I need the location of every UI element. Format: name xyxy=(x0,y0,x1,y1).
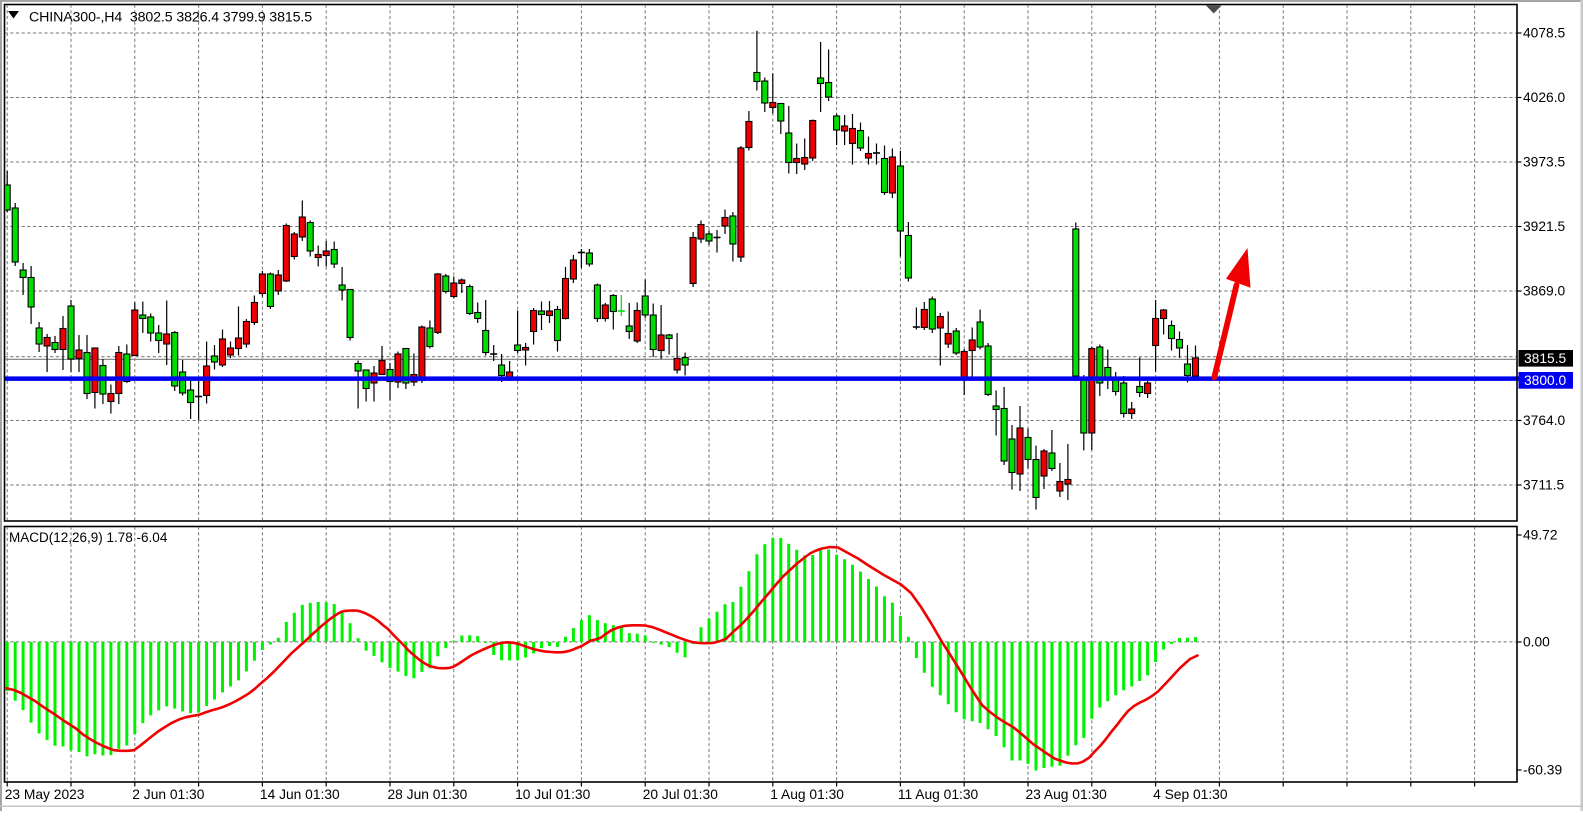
svg-text:14 Jun 01:30: 14 Jun 01:30 xyxy=(260,787,340,802)
svg-text:4 Sep 01:30: 4 Sep 01:30 xyxy=(1153,787,1228,802)
svg-text:3921.5: 3921.5 xyxy=(1523,219,1566,234)
svg-text:-60.39: -60.39 xyxy=(1523,763,1562,778)
svg-text:11 Aug 01:30: 11 Aug 01:30 xyxy=(898,787,979,802)
svg-text:3711.5: 3711.5 xyxy=(1523,478,1565,493)
svg-text:49.72: 49.72 xyxy=(1523,528,1558,543)
svg-text:0.00: 0.00 xyxy=(1523,635,1550,650)
svg-text:23 May 2023: 23 May 2023 xyxy=(5,787,85,802)
svg-text:3815.5: 3815.5 xyxy=(1524,351,1567,366)
svg-text:3973.5: 3973.5 xyxy=(1523,155,1566,170)
svg-text:CHINA300-,H4 3802.5 3826.4 37: CHINA300-,H4 3802.5 3826.4 3799.9 3815.5 xyxy=(29,10,312,26)
svg-text:4026.0: 4026.0 xyxy=(1523,90,1566,105)
svg-text:3800.0: 3800.0 xyxy=(1524,373,1567,388)
svg-text:MACD(12,26,9) 1.78 -6.04: MACD(12,26,9) 1.78 -6.04 xyxy=(9,530,168,545)
svg-text:23 Aug 01:30: 23 Aug 01:30 xyxy=(1026,787,1108,802)
svg-text:3869.0: 3869.0 xyxy=(1523,284,1566,299)
svg-text:28 Jun 01:30: 28 Jun 01:30 xyxy=(388,787,468,802)
svg-text:20 Jul 01:30: 20 Jul 01:30 xyxy=(643,787,719,802)
svg-text:4078.5: 4078.5 xyxy=(1523,26,1566,41)
svg-text:1 Aug 01:30: 1 Aug 01:30 xyxy=(770,787,844,802)
svg-text:2 Jun 01:30: 2 Jun 01:30 xyxy=(132,787,204,802)
svg-text:10 Jul 01:30: 10 Jul 01:30 xyxy=(515,787,591,802)
svg-text:3764.0: 3764.0 xyxy=(1523,413,1566,428)
